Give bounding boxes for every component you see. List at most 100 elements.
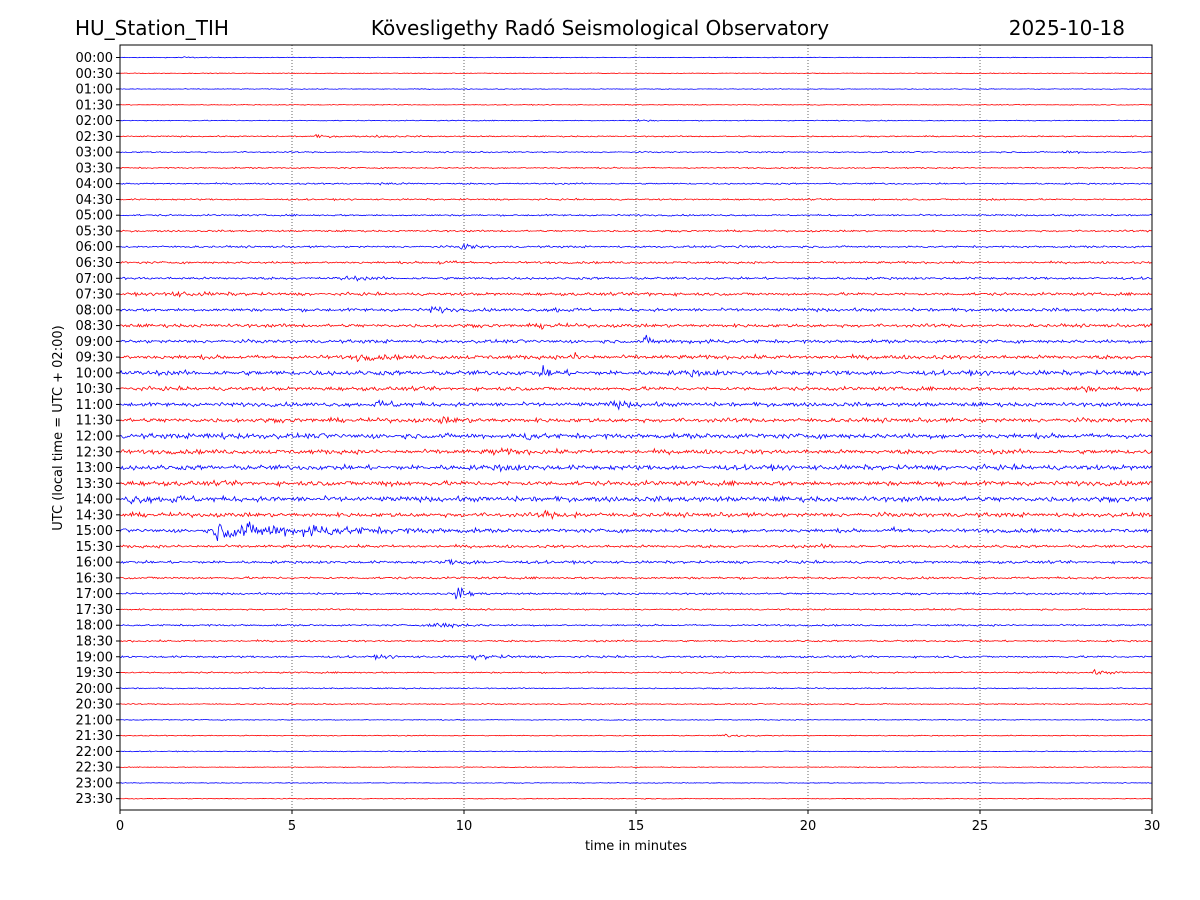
trace-2230	[119, 766, 1153, 769]
y-tick-label: 18:00	[76, 619, 113, 634]
y-tick-label: 06:00	[76, 240, 113, 255]
x-tick-label: 20	[800, 819, 817, 834]
x-tick-label: 0	[116, 819, 124, 834]
y-tick-label: 08:30	[76, 319, 113, 334]
trace-1000	[119, 365, 1153, 378]
trace-1430	[119, 509, 1153, 521]
trace-0930	[119, 352, 1153, 363]
y-tick-label: 06:30	[76, 256, 113, 271]
y-tick-label: 14:00	[76, 493, 113, 508]
trace-0530	[119, 229, 1153, 233]
x-tick-label: 5	[288, 819, 296, 834]
trace-2330	[119, 797, 1153, 800]
y-tick-label: 07:30	[76, 288, 113, 303]
y-tick-label: 04:30	[76, 193, 113, 208]
trace-1030	[119, 385, 1153, 394]
trace-0000	[119, 56, 1153, 59]
y-tick-label: 03:00	[76, 146, 113, 161]
station-name: HU_Station_TIH	[75, 16, 229, 40]
y-tick-label: 16:00	[76, 556, 113, 571]
record-date: 2025-10-18	[1009, 16, 1125, 40]
y-tick-label: 22:30	[76, 761, 113, 776]
y-tick-label: 11:00	[76, 398, 113, 413]
seismogram-traces	[119, 56, 1153, 800]
y-tick-label: 10:30	[76, 382, 113, 397]
trace-0630	[119, 260, 1153, 265]
y-tick-label: 18:30	[76, 634, 113, 649]
trace-1500	[119, 521, 1152, 542]
trace-1100	[119, 399, 1153, 411]
vertical-gridlines	[291, 45, 981, 810]
trace-0730	[119, 290, 1153, 298]
trace-0500	[119, 213, 1153, 217]
trace-1330	[119, 479, 1153, 488]
trace-2300	[119, 781, 1153, 784]
y-tick-label: 02:00	[76, 114, 113, 129]
trace-2000	[119, 686, 1153, 690]
trace-1600	[119, 558, 1153, 566]
trace-0100	[119, 88, 1153, 90]
y-tick-label: 15:00	[76, 524, 113, 539]
plot-frame	[119, 44, 1153, 811]
trace-1130	[119, 416, 1153, 425]
y-tick-label: 21:00	[76, 713, 113, 728]
trace-1200	[119, 431, 1153, 441]
trace-1400	[119, 494, 1153, 505]
trace-1930	[119, 668, 1153, 675]
y-tick-label: 14:30	[76, 508, 113, 523]
trace-2130	[119, 733, 1153, 738]
y-tick-label: 20:00	[76, 682, 113, 697]
y-tick-label: 15:30	[76, 540, 113, 555]
trace-0400	[119, 182, 1153, 186]
y-tick-label: 16:30	[76, 571, 113, 586]
trace-1700	[120, 586, 1153, 600]
x-axis-label: time in minutes	[585, 839, 687, 854]
trace-0230	[119, 133, 1153, 139]
trace-0700	[119, 275, 1153, 282]
trace-1830	[119, 639, 1153, 643]
y-tick-label: 05:00	[76, 209, 113, 224]
y-tick-label: 19:00	[76, 650, 113, 665]
y-tick-label: 19:30	[76, 666, 113, 681]
trace-1530	[119, 542, 1153, 550]
y-tick-label: 04:00	[76, 177, 113, 192]
trace-1900	[119, 653, 1153, 661]
y-tick-label: 01:30	[76, 98, 113, 113]
trace-0800	[119, 305, 1153, 314]
y-tick-label: 02:30	[76, 130, 113, 145]
y-tick-label: 08:00	[76, 303, 113, 318]
trace-0030	[119, 72, 1153, 75]
y-tick-label: 07:00	[76, 272, 113, 287]
x-tick-label: 30	[1144, 819, 1161, 834]
y-tick-label: 11:30	[76, 414, 113, 429]
y-tick-label: 03:30	[76, 161, 113, 176]
trace-0430	[119, 197, 1153, 202]
y-tick-label: 22:00	[76, 745, 113, 760]
y-tick-label: 21:30	[76, 729, 113, 744]
trace-0600	[119, 243, 1153, 250]
trace-1730	[119, 608, 1153, 611]
y-tick-labels: 00:0000:3001:0001:3002:0002:3003:0003:30…	[76, 51, 120, 807]
y-tick-label: 23:30	[76, 792, 113, 807]
trace-2200	[119, 750, 1153, 753]
chart-title: Kövesligethy Radó Seismological Observat…	[371, 16, 829, 40]
x-tick-label: 15	[628, 819, 645, 834]
y-tick-label: 12:30	[76, 445, 113, 460]
y-axis-label: UTC (local time = UTC + 02:00)	[51, 325, 66, 530]
y-tick-label: 05:30	[76, 224, 113, 239]
trace-0330	[119, 166, 1153, 170]
trace-0900	[119, 334, 1153, 345]
y-tick-label: 10:00	[76, 366, 113, 381]
x-tick-label: 25	[972, 819, 989, 834]
trace-0200	[119, 118, 1153, 122]
trace-0300	[119, 150, 1153, 154]
y-tick-label: 17:00	[76, 587, 113, 602]
y-tick-label: 01:00	[76, 83, 113, 98]
trace-1300	[119, 462, 1153, 473]
trace-1230	[119, 446, 1153, 457]
y-tick-label: 20:30	[76, 698, 113, 713]
y-tick-label: 12:00	[76, 429, 113, 444]
trace-1630	[119, 575, 1153, 580]
y-tick-label: 09:00	[76, 335, 113, 350]
trace-2100	[119, 718, 1153, 721]
